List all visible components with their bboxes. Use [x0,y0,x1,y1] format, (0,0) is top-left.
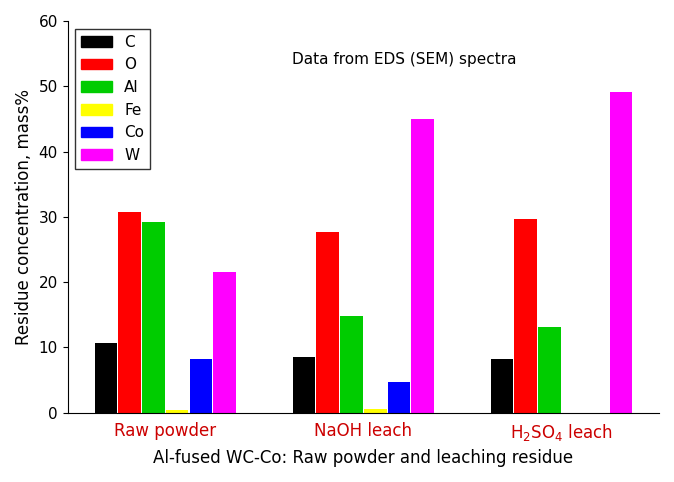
Bar [142,222,164,413]
Bar [388,382,410,413]
Bar [189,359,212,413]
Bar [364,409,386,413]
Text: Data from EDS (SEM) spectra: Data from EDS (SEM) spectra [293,53,517,67]
Bar [491,359,514,413]
Bar [293,357,315,413]
Bar [539,326,561,413]
Bar [214,272,236,413]
Bar [166,410,189,413]
Bar [514,219,537,413]
Bar [316,232,339,413]
Y-axis label: Residue concentration, mass%: Residue concentration, mass% [15,89,33,345]
Bar [411,119,434,413]
Bar [119,212,141,413]
Bar [609,92,632,413]
Legend: C, O, Al, Fe, Co, W: C, O, Al, Fe, Co, W [75,28,150,169]
Bar [340,316,363,413]
X-axis label: Al-fused WC-Co: Raw powder and leaching residue: Al-fused WC-Co: Raw powder and leaching … [153,449,574,467]
Bar [94,343,117,413]
